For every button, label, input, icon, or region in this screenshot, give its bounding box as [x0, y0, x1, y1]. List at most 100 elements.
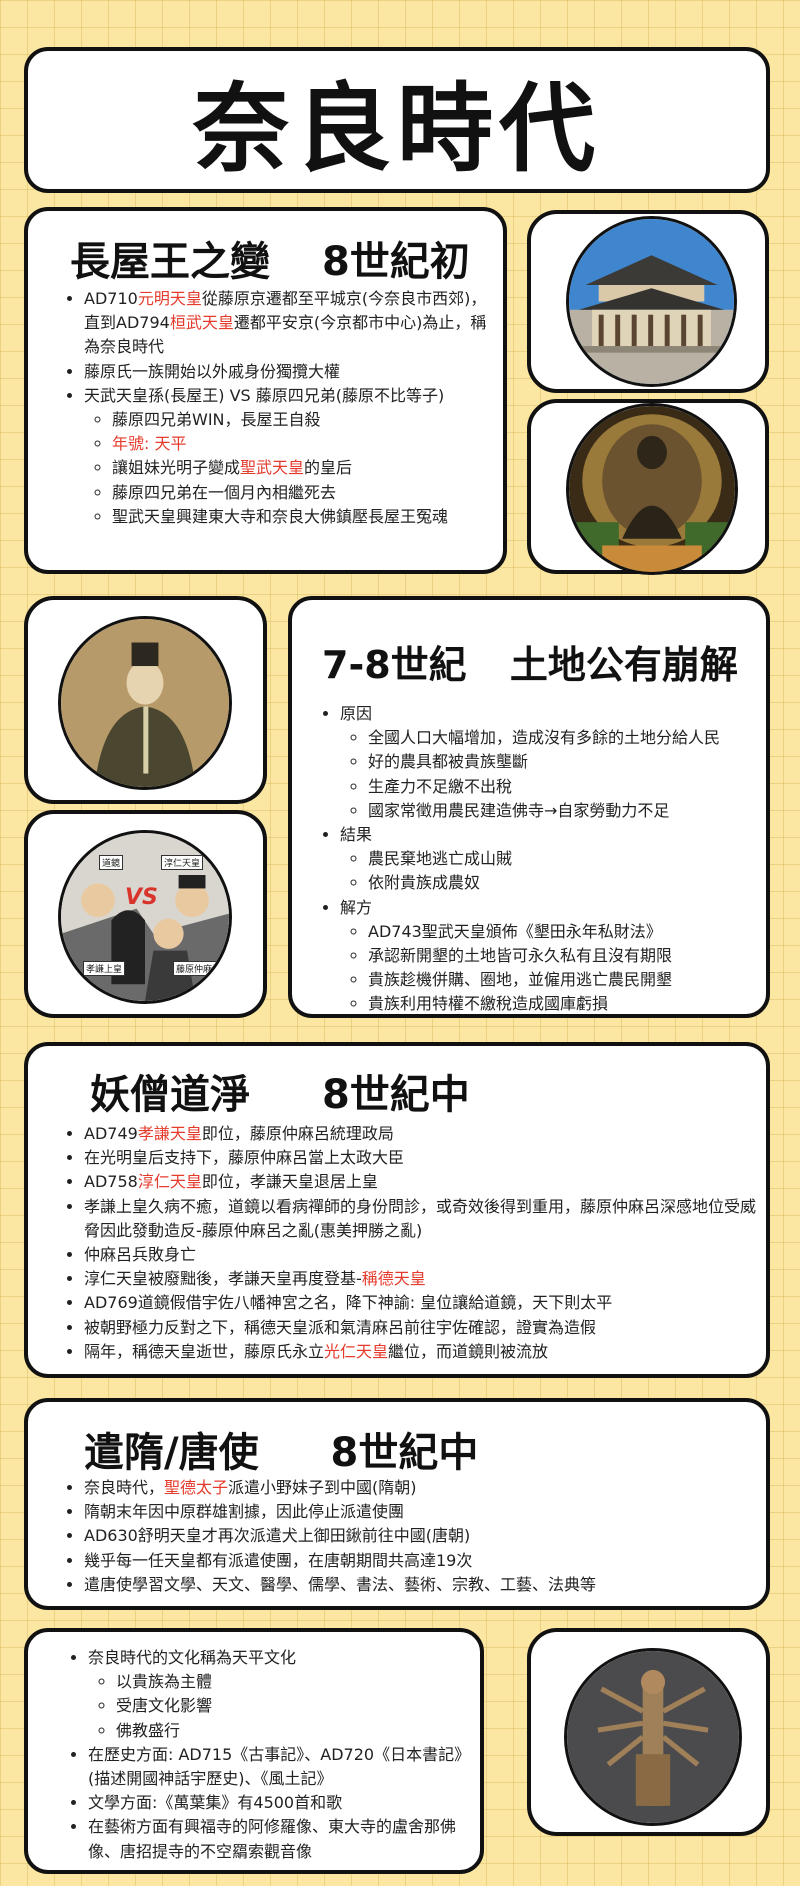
list-item: 天武天皇孫(長屋王) VS 藤原四兄弟(藤原不比等子) 藤原四兄弟WIN，長屋王自… — [84, 384, 487, 529]
list-item: 奈良時代的文化稱為天平文化以貴族為主體受唐文化影響佛教盛行 — [88, 1646, 466, 1743]
item-text: 貴族利用特權不繳稅造成國庫虧損 — [368, 994, 609, 1014]
sub-list-item: 承認新開墾的土地皆可永久私有且沒有期限 — [368, 944, 758, 968]
title-card: 奈良時代 — [24, 47, 770, 193]
item-text: AD710 — [84, 289, 138, 308]
highlight-text: 年號: 天平 — [112, 434, 187, 454]
group-label: 結果農民棄地逃亡成山賊依附貴族成農奴 — [340, 823, 758, 896]
illustration-card: 道鏡 淳仁天皇 VS 孝謙上皇 藤原仲麻呂 — [24, 810, 267, 1018]
item-text: 在光明皇后支持下，藤原仲麻呂當上太政大臣 — [84, 1148, 405, 1168]
sub-list: 全國人口大幅增加，造成沒有多餘的土地分給人民好的農具都被貴族壟斷生產力不足繳不出… — [340, 726, 758, 823]
item-text: 在藝術方面有興福寺的阿修羅像、東大寺的盧舍那佛像、唐招提寺的不空羂索觀音像 — [88, 1817, 457, 1861]
item-text: 隋朝末年因中原群雄割據，因此停止派遣使團 — [84, 1502, 405, 1522]
item-text: 農民棄地逃亡成山賊 — [368, 849, 513, 869]
list-item: AD769道鏡假借宇佐八幡神宮之名，降下神諭: 皇位讓給道鏡，天下則太平 — [84, 1291, 766, 1315]
item-text: 派遣小野妹子到中國(隋朝) — [228, 1478, 417, 1497]
vs-illustration-image: 道鏡 淳仁天皇 VS 孝謙上皇 藤原仲麻呂 — [58, 830, 232, 1004]
highlight-text: 孝謙天皇 — [137, 1124, 202, 1143]
sub-list-item: 年號: 天平 — [112, 432, 487, 456]
item-text: 孝謙上皇久病不癒，道鏡以看病禪師的身份問診，或奇效後得到重用，藤原仲麻呂深感地位… — [84, 1196, 757, 1240]
highlight-text: 桓武天皇 — [169, 313, 234, 333]
section-era: 土地公有崩解 — [509, 643, 738, 687]
highlight-text: 稱德天皇 — [361, 1269, 426, 1289]
sub-list: 以貴族為主體受唐文化影響佛教盛行 — [88, 1670, 466, 1743]
item-text: 以貴族為主體 — [116, 1672, 213, 1692]
ashura-statue-image — [564, 1648, 742, 1826]
item-text: 被朝野極力反對之下，稱德天皇派和氣清麻呂前往宇佐確認，證實為造假 — [84, 1317, 597, 1337]
sub-list: AD743聖武天皇頒佈《墾田永年私財法》承認新開墾的土地皆可永久私有且沒有期限貴… — [340, 920, 758, 1017]
item-text: 聖武天皇興建東大寺和奈良大佛鎮壓長屋王冤魂 — [112, 506, 449, 526]
list-item: 孝謙上皇久病不癒，道鏡以看病禪師的身份問診，或奇效後得到重用，藤原仲麻呂深感地位… — [84, 1195, 766, 1243]
item-text: AD769道鏡假借宇佐八幡神宮之名，降下神諭: 皇位讓給道鏡，天下則太平 — [84, 1293, 613, 1313]
item-text: AD758 — [84, 1172, 138, 1192]
item-text: 文學方面:《萬葉集》有4500首和歌 — [88, 1793, 343, 1813]
highlight-text: 聖德太子 — [164, 1478, 229, 1497]
list-item: AD630舒明天皇才再次派遣犬上御田鍬前往中國(唐朝) — [84, 1524, 766, 1548]
group-label: 解方 AD743聖武天皇頒佈《墾田永年私財法》承認新開墾的土地皆可永久私有且沒有期… — [340, 896, 758, 1017]
item-text: 解方 — [340, 897, 373, 917]
list-item: 被朝野極力反對之下，稱德天皇派和氣清麻呂前往宇佐確認，證實為造假 — [84, 1316, 766, 1340]
item-text: 全國人口大幅增加，造成沒有多餘的土地分給人民 — [368, 728, 721, 748]
section-title-text: 7-8世紀 — [322, 643, 467, 687]
section-body: 奈良時代的文化稱為天平文化以貴族為主體受唐文化影響佛教盛行在歷史方面: AD71… — [66, 1646, 466, 1864]
item-text: AD630舒明天皇才再次派遣犬上御田鍬前往中國(唐朝) — [84, 1526, 471, 1546]
item-text: 即位，藤原仲麻呂統理政局 — [201, 1124, 394, 1143]
bullet-list: 原因全國人口大幅增加，造成沒有多餘的土地分給人民好的農具都被貴族壟斷生產力不足繳… — [318, 702, 758, 1017]
highlight-text: 元明天皇 — [137, 289, 202, 308]
list-item: 幾乎每一任天皇都有派遣使團，在唐朝期間共高達19次 — [84, 1549, 766, 1573]
label-vs: VS — [125, 885, 158, 910]
item-text: AD749 — [84, 1124, 138, 1143]
list-item: 在光明皇后支持下，藤原仲麻呂當上太政大臣 — [84, 1146, 766, 1170]
label-koken: 孝謙上皇 — [83, 961, 126, 976]
section-dokyo: 妖僧道淨 8世紀中 AD749孝謙天皇即位，藤原仲麻呂統理政局在光明皇后支持下，… — [24, 1042, 770, 1378]
item-text: 好的農具都被貴族壟斷 — [368, 752, 529, 772]
bullet-list: AD710元明天皇從藤原京遷都至平城京(今奈良市西郊)，直到AD794桓武天皇遷… — [62, 287, 487, 529]
item-text: 淳仁天皇被廢黜後，孝謙天皇再度登基- — [84, 1269, 362, 1289]
list-item: 文學方面:《萬葉集》有4500首和歌 — [88, 1791, 466, 1815]
sub-list-item: 貴族趁機併購、圈地，並僱用逃亡農民開墾 — [368, 968, 758, 992]
sub-list-item: 藤原四兄弟WIN，長屋王自殺 — [112, 408, 487, 432]
item-text: 在歷史方面: AD715《古事記》、AD720《日本書記》(描述開國神話宇歷史)… — [88, 1744, 463, 1789]
section-era: 8世紀中 — [330, 1430, 479, 1476]
item-text: 遣唐使學習文學、天文、醫學、儒學、書法、藝術、宗教、工藝、法典等 — [84, 1574, 597, 1594]
item-text: 奈良時代， — [84, 1478, 165, 1497]
item-text: 佛教盛行 — [116, 1720, 181, 1740]
sub-list-item: 農民棄地逃亡成山賊 — [368, 847, 758, 871]
bullet-list: 奈良時代的文化稱為天平文化以貴族為主體受唐文化影響佛教盛行在歷史方面: AD71… — [66, 1646, 466, 1864]
list-item: AD758淳仁天皇即位，孝謙天皇退居上皇 — [84, 1170, 766, 1194]
sub-list-item: 聖武天皇興建東大寺和奈良大佛鎮壓長屋王冤魂 — [112, 505, 487, 529]
item-text: AD743聖武天皇頒佈《墾田永年私財法》 — [368, 921, 662, 941]
group-label: 原因全國人口大幅增加，造成沒有多餘的土地分給人民好的農具都被貴族壟斷生產力不足繳… — [340, 702, 758, 823]
photo-card-buddha — [527, 399, 769, 575]
label-junnin: 淳仁天皇 — [161, 855, 204, 870]
label-dokyo: 道鏡 — [99, 855, 124, 870]
photo-card-todaiji — [527, 210, 769, 393]
list-item: 在歷史方面: AD715《古事記》、AD720《日本書記》(描述開國神話宇歷史)… — [88, 1743, 466, 1791]
sub-list-item: 全國人口大幅增加，造成沒有多餘的土地分給人民 — [368, 726, 758, 750]
section-title: 妖僧道淨 8世紀中 — [90, 1062, 470, 1120]
item-text: 從藤原京遷都至平城京(今奈良市西郊)，直到AD794 — [84, 289, 487, 333]
todaiji-temple-image — [566, 216, 737, 387]
item-text: 藤原四兄弟在一個月內相繼死去 — [112, 482, 337, 502]
list-item: AD749孝謙天皇即位，藤原仲麻呂統理政局 — [84, 1122, 766, 1146]
highlight-text: 淳仁天皇 — [137, 1172, 202, 1192]
item-text: 遷都平安京(今京都市中心)為止，稱為奈良時代 — [84, 313, 487, 357]
list-item: AD710元明天皇從藤原京遷都至平城京(今奈良市西郊)，直到AD794桓武天皇遷… — [84, 287, 487, 360]
list-item: 遣唐使學習文學、天文、醫學、儒學、書法、藝術、宗教、工藝、法典等 — [84, 1573, 766, 1597]
section-era: 8世紀初 — [321, 239, 470, 285]
section-body: 奈良時代，聖德太子派遣小野妹子到中國(隋朝) 隋朝末年因中原群雄割據，因此停止派遣… — [62, 1476, 766, 1597]
sub-list-item: 國家常徵用農民建造佛寺→自家勞動力不足 — [368, 799, 758, 823]
item-text: 隔年，稱德天皇逝世，藤原氏永立 — [84, 1341, 325, 1361]
section-title-text: 長屋王之變 — [70, 239, 270, 285]
section-era: 8世紀中 — [321, 1072, 470, 1118]
item-text: 藤原氏一族開始以外戚身份獨攬大權 — [84, 361, 341, 381]
item-text: 承認新開墾的土地皆可永久私有且沒有期限 — [368, 946, 673, 966]
item-text: 仲麻呂兵敗身亡 — [84, 1245, 197, 1265]
photo-card-ashura — [527, 1628, 770, 1836]
sub-list: 農民棄地逃亡成山賊依附貴族成農奴 — [340, 847, 758, 895]
sub-list-item: 藤原四兄弟在一個月內相繼死去 — [112, 481, 487, 505]
item-text: 天武天皇孫(長屋王) VS 藤原四兄弟(藤原不比等子) — [84, 385, 445, 405]
list-item: 隋朝末年因中原群雄割據，因此停止派遣使團 — [84, 1500, 766, 1524]
item-text: 幾乎每一任天皇都有派遣使團，在唐朝期間共高達19次 — [84, 1550, 473, 1570]
bullet-list: AD749孝謙天皇即位，藤原仲麻呂統理政局在光明皇后支持下，藤原仲麻呂當上太政大… — [62, 1122, 766, 1364]
section-body: AD710元明天皇從藤原京遷都至平城京(今奈良市西郊)，直到AD794桓武天皇遷… — [62, 287, 487, 529]
